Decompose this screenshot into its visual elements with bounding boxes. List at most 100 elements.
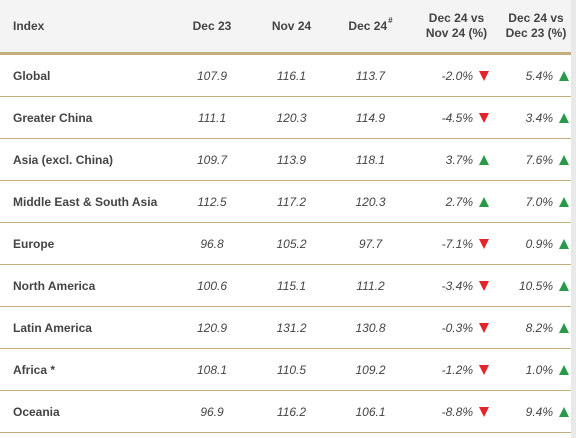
- row-yoy-value: 9.4%: [525, 404, 553, 419]
- row-mom-change: 3.7%: [410, 153, 495, 167]
- row-nov24-value: 116.1: [276, 68, 307, 83]
- arrow-up-icon: [559, 280, 569, 291]
- table-body: Global 107.9 116.1 113.7 -2.0% 5.4% Greater Ch…: [0, 55, 576, 433]
- row-mom-change: -3.4%: [410, 279, 495, 293]
- table-row: Europe 96.8 105.2 97.7 -7.1% 0.9%: [0, 223, 576, 265]
- row-yoy-value: 3.4%: [525, 110, 553, 125]
- row-index-name: Latin America: [13, 320, 92, 335]
- row-yoy-change: 5.4%: [495, 69, 573, 83]
- row-yoy-value: 10.5%: [518, 278, 553, 293]
- row-dec24-value: 114.9: [355, 110, 386, 125]
- arrow-up-icon: [559, 112, 569, 123]
- row-yoy-value: 7.6%: [525, 152, 553, 167]
- row-mom-value: -7.1%: [441, 236, 473, 251]
- row-mom-change: -7.1%: [410, 237, 495, 251]
- header-vs-dec23-line2: Dec 23 (%): [505, 26, 567, 40]
- row-dec23-value: 107.9: [196, 68, 228, 83]
- table-row: Oceania 96.9 116.2 106.1 -8.8% 9.4%: [0, 391, 576, 433]
- row-index-name: North America: [13, 278, 96, 293]
- arrow-up-icon: [559, 238, 569, 249]
- arrow-up-icon: [559, 364, 569, 375]
- row-mom-value: -1.2%: [441, 362, 473, 377]
- row-yoy-value: 7.0%: [525, 194, 553, 209]
- row-dec23-value: 108.1: [196, 362, 228, 377]
- row-mom-change: 2.7%: [410, 195, 495, 209]
- row-nov24-value: 117.2: [276, 194, 307, 209]
- table-header: Index Dec 23 Nov 24 Dec 24# Dec 24 vs Nov…: [0, 0, 576, 55]
- row-yoy-value: 5.4%: [525, 68, 553, 83]
- row-mom-change: -8.8%: [410, 405, 495, 419]
- arrow-up-icon: [559, 322, 569, 333]
- arrow-down-icon: [479, 238, 489, 249]
- row-dec24-value: 109.2: [355, 362, 386, 377]
- table-row: Greater China 111.1 120.3 114.9 -4.5% 3.4%: [0, 97, 576, 139]
- row-nov24-value: 110.5: [276, 362, 307, 377]
- arrow-up-icon: [559, 406, 569, 417]
- header-vs-nov24-line1: Dec 24 vs: [428, 11, 485, 25]
- header-dec24-label: Dec 24: [348, 19, 388, 33]
- row-yoy-value: 8.2%: [525, 320, 553, 335]
- row-yoy-change: 9.4%: [495, 405, 573, 419]
- row-mom-change: -1.2%: [410, 363, 495, 377]
- row-nov24-value: 116.2: [276, 404, 307, 419]
- row-mom-change: -2.0%: [410, 69, 495, 83]
- row-nov24-value: 113.9: [276, 152, 307, 167]
- row-dec24-value: 113.7: [355, 68, 386, 83]
- header-dec23: Dec 23: [192, 19, 232, 33]
- row-index-name: Africa *: [13, 362, 56, 377]
- table-row: Africa * 108.1 110.5 109.2 -1.2% 1.0%: [0, 349, 576, 391]
- header-vs-dec23-line1: Dec 24 vs: [508, 11, 564, 25]
- arrow-down-icon: [479, 112, 489, 123]
- row-dec24-value: 130.8: [355, 320, 386, 335]
- header-vs-dec23: Dec 24 vs Dec 23 (%): [495, 11, 573, 41]
- row-dec24-value: 118.1: [355, 152, 386, 167]
- row-mom-value: 2.7%: [445, 194, 473, 209]
- table-row: North America 100.6 115.1 111.2 -3.4% 10.5%: [0, 265, 576, 307]
- header-nov24: Nov 24: [271, 19, 312, 33]
- row-yoy-value: 0.9%: [525, 236, 553, 251]
- row-yoy-change: 8.2%: [495, 321, 573, 335]
- row-index-name: Middle East & South Asia: [13, 194, 158, 209]
- header-dec24: Dec 24#: [331, 16, 410, 33]
- row-index-name: Europe: [13, 236, 55, 251]
- row-mom-change: -4.5%: [410, 111, 495, 125]
- row-yoy-change: 7.6%: [495, 153, 573, 167]
- row-dec23-value: 120.9: [196, 320, 228, 335]
- table-row: Global 107.9 116.1 113.7 -2.0% 5.4%: [0, 55, 576, 97]
- row-mom-value: -2.0%: [441, 68, 473, 83]
- row-index-name: Oceania: [13, 404, 60, 419]
- arrow-down-icon: [479, 70, 489, 81]
- row-mom-value: -0.3%: [441, 320, 473, 335]
- row-yoy-change: 7.0%: [495, 195, 573, 209]
- row-nov24-value: 131.2: [276, 320, 307, 335]
- row-dec23-value: 100.6: [196, 278, 228, 293]
- row-mom-value: -8.8%: [441, 404, 473, 419]
- arrow-down-icon: [479, 406, 489, 417]
- scroll-edge: [571, 0, 576, 438]
- arrow-up-icon: [479, 154, 489, 165]
- row-yoy-change: 1.0%: [495, 363, 573, 377]
- row-index-name: Greater China: [13, 110, 93, 125]
- row-dec23-value: 96.9: [200, 404, 224, 419]
- row-yoy-change: 0.9%: [495, 237, 573, 251]
- row-yoy-change: 3.4%: [495, 111, 573, 125]
- row-index-name: Global: [13, 68, 51, 83]
- row-mom-value: 3.7%: [445, 152, 473, 167]
- arrow-up-icon: [559, 154, 569, 165]
- header-index: Index: [13, 19, 45, 33]
- row-mom-value: -3.4%: [441, 278, 473, 293]
- arrow-up-icon: [559, 70, 569, 81]
- table-row: Latin America 120.9 131.2 130.8 -0.3% 8.2%: [0, 307, 576, 349]
- row-dec23-value: 96.8: [200, 236, 224, 251]
- arrow-up-icon: [479, 196, 489, 207]
- row-dec24-value: 111.2: [356, 278, 385, 293]
- table-row: Asia (excl. China) 109.7 113.9 118.1 3.7% 7.6…: [0, 139, 576, 181]
- row-dec24-value: 97.7: [358, 236, 383, 251]
- row-dec23-value: 112.5: [197, 194, 227, 209]
- row-dec24-value: 120.3: [355, 194, 386, 209]
- arrow-down-icon: [479, 322, 489, 333]
- row-nov24-value: 105.2: [276, 236, 307, 251]
- header-vs-nov24: Dec 24 vs Nov 24 (%): [410, 11, 495, 41]
- row-nov24-value: 120.3: [276, 110, 307, 125]
